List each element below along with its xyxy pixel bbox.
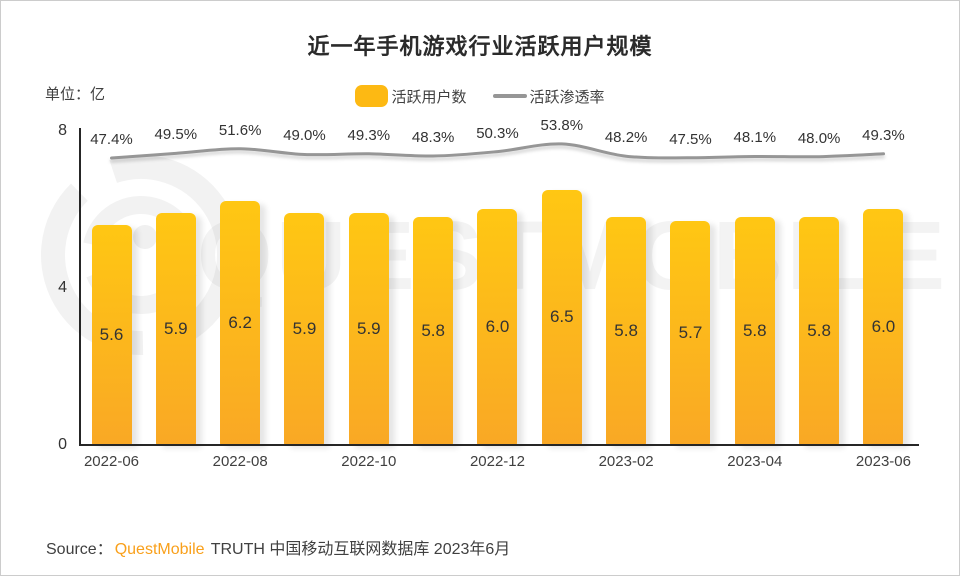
x-tick-2023-04: 2023-04 bbox=[727, 453, 783, 470]
unit-label: 单位：亿 bbox=[45, 86, 106, 103]
source-brand: QuestMobile bbox=[114, 541, 205, 558]
penetration-rate-label: 48.1% bbox=[733, 129, 777, 147]
bar-value-label: 6.5 bbox=[549, 307, 574, 327]
source-suffix: TRUTH 中国移动互联网数据库 2023年6月 bbox=[206, 541, 511, 558]
bar-value-label: 6.0 bbox=[485, 317, 510, 337]
penetration-rate-label: 51.6% bbox=[218, 121, 262, 139]
source-line: Source： QuestMobile TRUTH 中国移动互联网数据库 202… bbox=[46, 535, 510, 559]
bar-2022-12 bbox=[477, 209, 518, 445]
bar-value-label: 5.9 bbox=[164, 319, 188, 339]
bar-value-label: 5.8 bbox=[421, 321, 445, 341]
penetration-rate-label: 49.3% bbox=[347, 126, 391, 144]
penetration-rate-label: 49.3% bbox=[862, 126, 905, 144]
bar-value-label: 5.8 bbox=[614, 321, 638, 341]
bar-2023-01 bbox=[541, 189, 582, 445]
bar-value-label: 5.9 bbox=[356, 319, 381, 339]
bar-2022-07 bbox=[155, 213, 196, 445]
y-axis-line bbox=[79, 128, 81, 445]
legend-line-label: 活跃渗透率 bbox=[529, 88, 605, 106]
penetration-rate-label: 49.0% bbox=[283, 127, 326, 145]
x-tick-2022-10: 2022-10 bbox=[341, 453, 397, 470]
bar-value-label: 5.6 bbox=[99, 324, 124, 344]
x-tick-2023-06: 2023-06 bbox=[855, 453, 911, 470]
y-tick: 0 bbox=[58, 436, 67, 453]
bar-2023-02 bbox=[606, 217, 647, 445]
x-tick-2022-06: 2022-06 bbox=[83, 453, 140, 470]
penetration-rate-label: 48.3% bbox=[411, 129, 455, 147]
x-tick-2022-12: 2022-12 bbox=[469, 453, 525, 470]
bar-2023-06 bbox=[863, 209, 904, 445]
y-tick: 4 bbox=[58, 278, 67, 296]
source-prefix: Source： bbox=[46, 541, 113, 558]
bar-2022-08 bbox=[220, 201, 261, 445]
bar-value-label: 5.7 bbox=[678, 322, 703, 342]
legend-item-bar: 活跃用户数 bbox=[355, 85, 467, 107]
penetration-rate-label: 49.5% bbox=[154, 126, 198, 144]
bar-swatch-icon bbox=[355, 85, 389, 107]
bar-2022-11 bbox=[413, 217, 454, 445]
penetration-rate-label: 48.2% bbox=[604, 129, 648, 147]
bar-2022-06 bbox=[91, 224, 132, 445]
bar-value-label: 5.9 bbox=[292, 319, 317, 339]
penetration-rate-label: 48.0% bbox=[797, 129, 841, 147]
bar-2022-09 bbox=[284, 213, 325, 445]
x-tick-2022-08: 2022-08 bbox=[212, 453, 268, 470]
bar-value-label: 5.8 bbox=[807, 321, 831, 341]
bar-value-label: 6.2 bbox=[228, 313, 252, 333]
legend: 活跃用户数 活跃渗透率 bbox=[1, 85, 959, 107]
bar-2023-05 bbox=[799, 217, 840, 445]
penetration-rate-label: 50.3% bbox=[476, 124, 519, 142]
x-tick-2023-02: 2023-02 bbox=[598, 453, 654, 470]
bar-2023-03 bbox=[670, 220, 711, 445]
penetration-rate-label: 47.4% bbox=[90, 131, 133, 148]
bar-value-label: 6.0 bbox=[871, 317, 896, 337]
bar-2022-10 bbox=[348, 213, 389, 445]
bar-value-label: 5.8 bbox=[742, 321, 767, 341]
penetration-rate-label: 53.8% bbox=[540, 116, 584, 134]
chart-title: 近一年手机游戏行业活跃用户规模 bbox=[307, 34, 653, 59]
x-axis-line bbox=[79, 444, 919, 446]
line-swatch-icon bbox=[492, 94, 527, 98]
bar-2023-04 bbox=[734, 217, 775, 445]
legend-bar-label: 活跃用户数 bbox=[391, 88, 467, 106]
legend-item-line: 活跃渗透率 bbox=[492, 86, 605, 107]
penetration-rate-label: 47.5% bbox=[669, 130, 712, 148]
y-tick: 8 bbox=[58, 121, 67, 139]
